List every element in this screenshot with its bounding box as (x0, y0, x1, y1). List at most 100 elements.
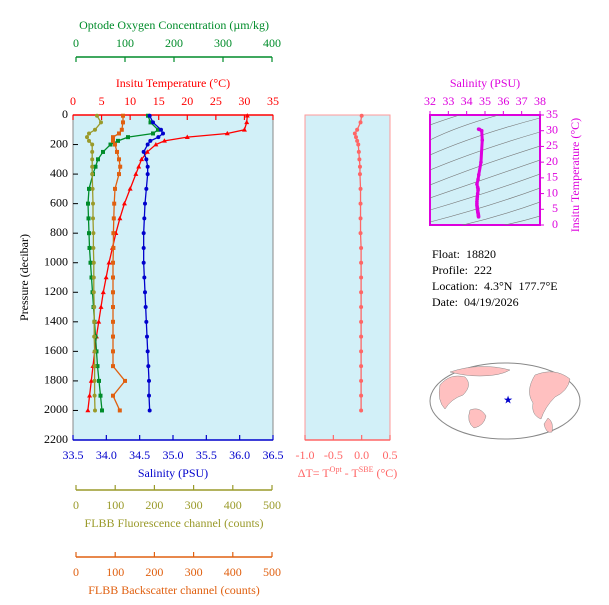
marker (147, 378, 151, 383)
marker (359, 378, 364, 383)
marker (359, 349, 364, 354)
marker (144, 157, 149, 162)
x-axis-label-part: SBE (359, 465, 374, 474)
marker (144, 149, 150, 154)
info-line: Location: 4.3°N 177.7°E (432, 279, 558, 293)
marker (95, 113, 99, 118)
ts-point (479, 160, 483, 164)
marker (99, 120, 103, 125)
marker (111, 290, 115, 295)
x-tick-label: 34.0 (96, 448, 117, 462)
marker (93, 408, 97, 413)
x-tick-label: 100 (106, 565, 124, 579)
x-axis-label-part: (°C) (373, 466, 397, 480)
marker (224, 130, 230, 136)
marker (95, 364, 100, 369)
marker (97, 378, 101, 383)
marker (145, 142, 150, 147)
ts-point (476, 177, 480, 182)
marker (144, 186, 149, 191)
marker (146, 364, 151, 369)
marker (91, 260, 96, 265)
marker (88, 260, 93, 265)
marker (161, 138, 167, 143)
marker (87, 131, 91, 136)
marker (355, 138, 360, 143)
marker (116, 138, 120, 143)
marker (121, 120, 125, 125)
y-tick-label: 1800 (44, 373, 68, 387)
marker (90, 186, 95, 191)
ts-point (476, 188, 480, 193)
marker (354, 135, 358, 140)
marker (115, 149, 119, 154)
marker (117, 408, 122, 413)
x-tick-label: 200 (165, 36, 183, 50)
marker (121, 201, 127, 206)
x-tick-label: 20 (181, 94, 193, 108)
delta-panel (304, 114, 391, 441)
marker (117, 172, 121, 177)
world-map: ★ (429, 362, 581, 440)
marker (98, 393, 103, 398)
x-tick-label: 34 (461, 94, 473, 108)
y-tick-label: 15 (546, 170, 558, 184)
marker (358, 186, 363, 191)
marker (88, 378, 94, 383)
marker (145, 334, 149, 339)
marker (90, 157, 95, 162)
y-tick-label: 10 (546, 185, 558, 199)
marker (119, 127, 124, 132)
marker (148, 138, 153, 143)
marker (147, 393, 151, 398)
marker (111, 135, 115, 140)
marker (90, 164, 95, 169)
x-tick-label: 0 (73, 565, 79, 579)
y-tick-label: 5 (552, 201, 558, 215)
x-tick-label: 35 (479, 94, 491, 108)
marker (126, 135, 130, 140)
marker (359, 275, 364, 280)
ts-point (475, 182, 479, 186)
marker (143, 290, 147, 295)
marker (93, 127, 97, 132)
marker (91, 275, 96, 280)
x-axis-label: Salinity (PSU) (138, 466, 208, 480)
marker (359, 393, 364, 398)
x-tick-label: 30 (238, 94, 250, 108)
marker (141, 260, 146, 265)
svg-text:★: ★ (503, 395, 513, 407)
marker (141, 245, 146, 250)
profile-panel (72, 114, 274, 441)
y-tick-label: 2000 (44, 402, 68, 416)
y-tick-label: 0 (62, 107, 68, 121)
marker (111, 364, 115, 369)
marker (111, 138, 115, 143)
x-tick-label: 38 (534, 94, 546, 108)
marker (357, 172, 362, 177)
marker (356, 149, 361, 154)
x-tick-label: 35.0 (163, 448, 184, 462)
marker (355, 127, 360, 132)
y-tick-label: 1600 (44, 343, 68, 357)
x-axis-label-part: Opt (330, 465, 343, 474)
x-axis-label-part: - T (342, 466, 360, 480)
marker (141, 149, 146, 154)
marker (101, 149, 105, 154)
marker (123, 378, 127, 383)
x-axis-label: Insitu Temperature (°C) (116, 76, 230, 90)
ts-point (476, 215, 481, 219)
marker (111, 216, 116, 221)
marker (93, 164, 98, 169)
x-tick-label: 500 (263, 498, 281, 512)
ts-point (475, 191, 480, 196)
marker (91, 231, 96, 236)
marker (156, 135, 161, 140)
marker (153, 141, 159, 147)
marker (91, 290, 96, 295)
marker (111, 393, 115, 398)
marker (358, 120, 363, 125)
marker (112, 201, 117, 206)
marker (151, 131, 155, 136)
info-line: Float: 18820 (432, 247, 496, 261)
